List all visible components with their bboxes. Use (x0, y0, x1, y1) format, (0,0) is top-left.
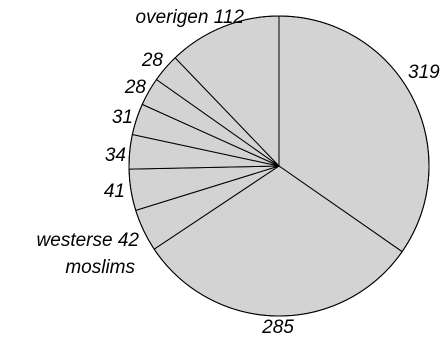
label-41: 41 (104, 181, 125, 202)
label-34: 34 (105, 145, 126, 166)
pie-labels: 319 285 westerse 42 moslims 41 34 31 28 … (37, 7, 441, 338)
pie-slices (128, 15, 430, 317)
label-285: 285 (261, 317, 294, 338)
label-319: 319 (408, 62, 440, 83)
label-31: 31 (112, 107, 133, 128)
label-overigen: overigen 112 (136, 7, 245, 28)
label-westerse-line1: westerse 42 (37, 230, 140, 251)
pie-outline (128, 15, 430, 317)
label-westerse-line2: moslims (65, 257, 135, 278)
label-28-lower: 28 (124, 77, 147, 98)
label-28-upper: 28 (141, 50, 164, 71)
